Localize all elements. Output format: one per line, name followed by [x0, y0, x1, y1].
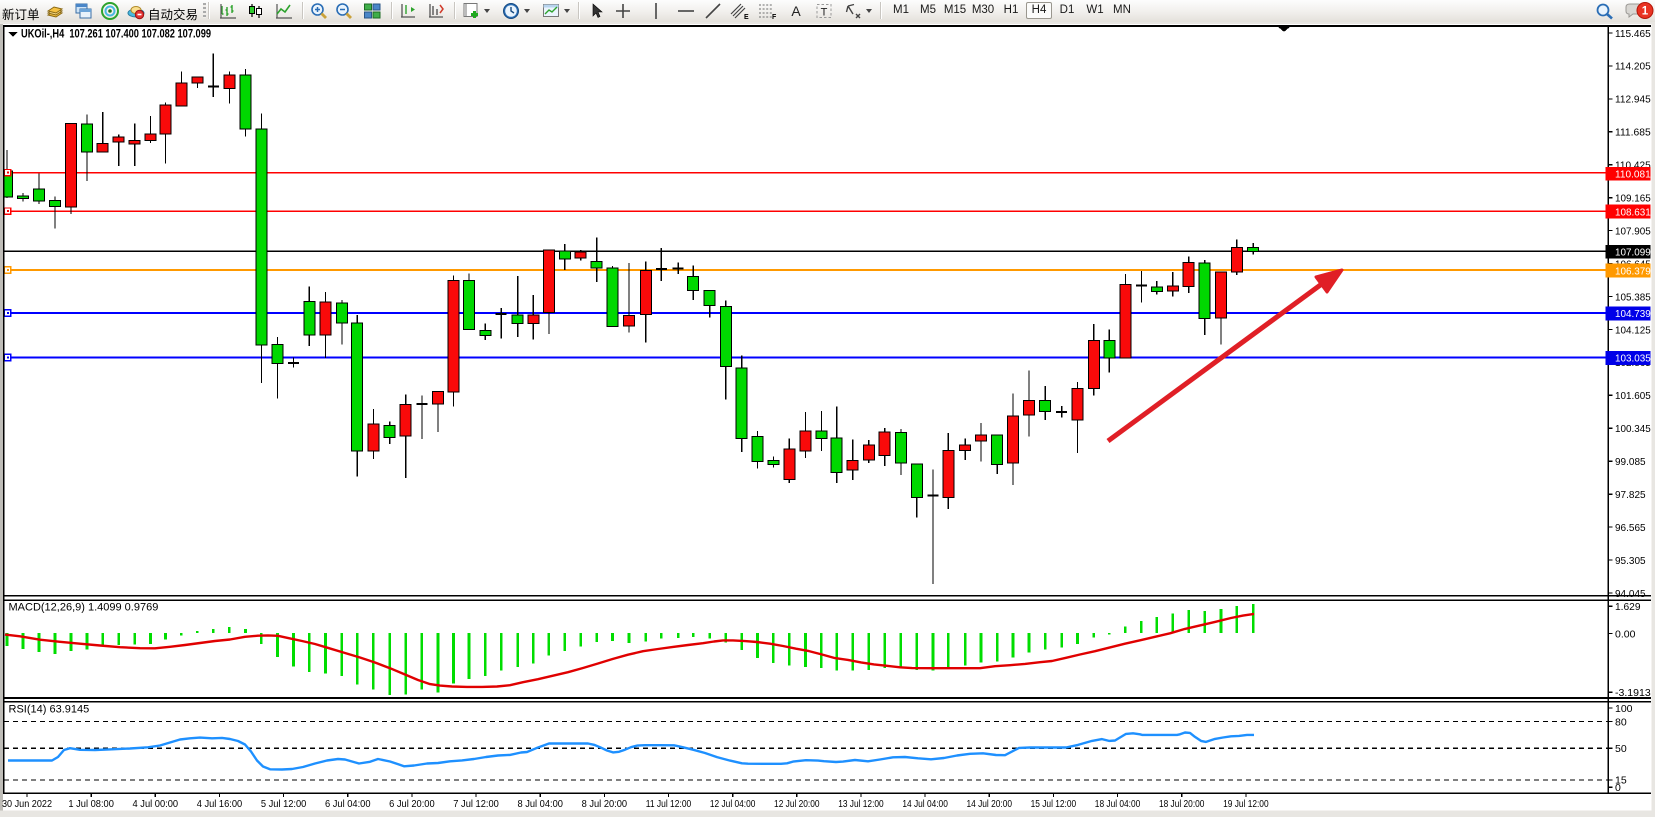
svg-text:0.00: 0.00: [1615, 628, 1636, 640]
svg-text:105.385: 105.385: [1615, 291, 1651, 303]
svg-text:0: 0: [1615, 782, 1621, 794]
svg-text:4 Jul 16:00: 4 Jul 16:00: [197, 798, 243, 810]
svg-text:UKOil-,H4 107.261 107.400 107: UKOil-,H4 107.261 107.400 107.082 107.09…: [21, 27, 211, 41]
svg-text:MACD(12,26,9) 1.4099 0.9769: MACD(12,26,9) 1.4099 0.9769: [9, 602, 159, 614]
svg-text:8 Jul 04:00: 8 Jul 04:00: [517, 798, 563, 810]
svg-text:1.629: 1.629: [1615, 601, 1641, 613]
svg-text:103.035: 103.035: [1615, 353, 1651, 365]
svg-text:15: 15: [1615, 775, 1627, 787]
svg-text:RSI(14) 63.9145: RSI(14) 63.9145: [9, 704, 90, 716]
svg-text:-3.1913: -3.1913: [1615, 687, 1651, 699]
svg-text:T: T: [821, 7, 828, 19]
svg-text:F: F: [772, 14, 777, 21]
svg-text:13 Jul 12:00: 13 Jul 12:00: [838, 798, 884, 810]
svg-text:15 Jul 12:00: 15 Jul 12:00: [1031, 798, 1077, 810]
svg-text:50: 50: [1615, 743, 1627, 755]
svg-text:1 Jul 08:00: 1 Jul 08:00: [68, 798, 114, 810]
svg-text:101.605: 101.605: [1615, 390, 1651, 402]
svg-text:80: 80: [1615, 716, 1627, 728]
svg-text:8 Jul 20:00: 8 Jul 20:00: [582, 798, 628, 810]
svg-text:104.739: 104.739: [1615, 308, 1651, 320]
svg-text:19 Jul 12:00: 19 Jul 12:00: [1223, 798, 1269, 810]
svg-text:18 Jul 04:00: 18 Jul 04:00: [1095, 798, 1141, 810]
svg-text:110.081: 110.081: [1615, 169, 1651, 181]
svg-text:5 Jul 12:00: 5 Jul 12:00: [261, 798, 307, 810]
svg-text:114.205: 114.205: [1615, 61, 1651, 73]
svg-text:30 Jun 2022: 30 Jun 2022: [2, 798, 52, 810]
svg-text:111.685: 111.685: [1615, 127, 1651, 139]
svg-text:107.905: 107.905: [1615, 225, 1651, 237]
svg-text:109.165: 109.165: [1615, 193, 1651, 205]
svg-text:108.631: 108.631: [1615, 206, 1651, 218]
svg-text:107.099: 107.099: [1615, 247, 1651, 259]
svg-text:12 Jul 04:00: 12 Jul 04:00: [710, 798, 756, 810]
svg-text:18 Jul 20:00: 18 Jul 20:00: [1159, 798, 1205, 810]
svg-text:97.825: 97.825: [1615, 489, 1646, 501]
svg-text:7 Jul 12:00: 7 Jul 12:00: [453, 798, 499, 810]
svg-text:96.565: 96.565: [1615, 522, 1646, 534]
svg-text:6 Jul 04:00: 6 Jul 04:00: [325, 798, 371, 810]
svg-text:E: E: [744, 14, 749, 21]
svg-text:6 Jul 20:00: 6 Jul 20:00: [389, 798, 435, 810]
svg-text:A: A: [791, 3, 801, 19]
svg-text:4 Jul 00:00: 4 Jul 00:00: [133, 798, 179, 810]
svg-text:115.465: 115.465: [1615, 28, 1651, 40]
svg-text:94.045: 94.045: [1615, 588, 1646, 600]
svg-text:12 Jul 20:00: 12 Jul 20:00: [774, 798, 820, 810]
svg-text:100.345: 100.345: [1615, 423, 1651, 435]
svg-text:95.305: 95.305: [1615, 555, 1646, 567]
svg-text:99.085: 99.085: [1615, 456, 1646, 468]
svg-text:104.125: 104.125: [1615, 324, 1651, 336]
svg-text:14 Jul 20:00: 14 Jul 20:00: [967, 798, 1013, 810]
svg-text:11 Jul 12:00: 11 Jul 12:00: [646, 798, 692, 810]
svg-text:1: 1: [1642, 6, 1649, 18]
svg-text:14 Jul 04:00: 14 Jul 04:00: [902, 798, 948, 810]
svg-text:106.379: 106.379: [1615, 265, 1651, 277]
svg-text:112.945: 112.945: [1615, 94, 1651, 106]
svg-text:100: 100: [1615, 703, 1633, 715]
